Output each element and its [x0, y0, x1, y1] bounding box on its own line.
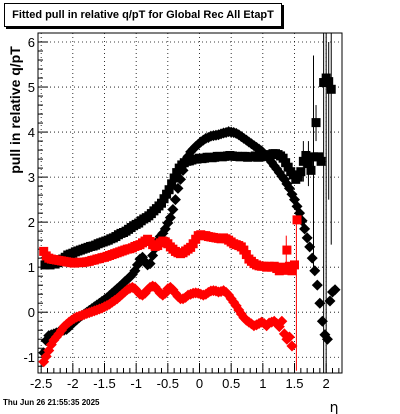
- data-point-diamond: [311, 279, 323, 291]
- data-point-square: [314, 152, 324, 162]
- data-point-diamond: [329, 284, 341, 296]
- data-point-diamond: [314, 297, 326, 309]
- data-point-square: [164, 185, 174, 195]
- data-point-square: [188, 239, 198, 249]
- x-tick-label: -2: [67, 376, 79, 391]
- data-point-diamond: [306, 252, 318, 264]
- data-point-square: [311, 118, 321, 128]
- y-axis-label: pull in relative q/pT: [7, 46, 23, 174]
- x-tick-label: -2.5: [30, 376, 52, 391]
- data-point-square: [283, 162, 293, 172]
- errorbar-layer: [285, 33, 332, 373]
- data-point-square: [278, 153, 288, 163]
- data-point-diamond: [175, 173, 186, 185]
- y-tick-label: 2: [28, 215, 35, 230]
- data-point-diamond: [144, 258, 156, 270]
- data-point-diamond: [164, 212, 176, 224]
- data-point-square: [241, 250, 251, 260]
- data-point-square: [169, 173, 179, 183]
- x-axis-label: η: [330, 400, 339, 414]
- data-point-square: [159, 194, 169, 204]
- data-point-square: [290, 260, 299, 270]
- data-point-square: [282, 245, 292, 255]
- data-point-square: [292, 215, 302, 225]
- x-tick-label: 0.5: [222, 376, 240, 391]
- data-point-square: [157, 198, 166, 208]
- data-point-square: [162, 189, 172, 199]
- data-point-square: [293, 172, 303, 182]
- data-point-diamond: [324, 295, 336, 307]
- data-point-diamond: [169, 194, 181, 206]
- data-point-square: [296, 167, 306, 177]
- data-point-diamond: [301, 232, 313, 244]
- data-point-square: [279, 265, 289, 275]
- data-point-square: [172, 168, 182, 178]
- x-tick-label: 0: [196, 376, 203, 391]
- data-point-square: [309, 152, 318, 162]
- ticks-layer: -2.5 -2 -1.5 -1 -0.5 0 0.5 1 1.5 2 -1 0 1 2 3 4 5 6: [23, 32, 340, 391]
- data-point-square: [288, 170, 298, 180]
- data-point-square: [303, 159, 313, 169]
- data-point-diamond: [321, 333, 333, 345]
- data-point-square: [326, 84, 336, 94]
- data-point-diamond: [299, 223, 311, 235]
- data-point-square: [301, 150, 311, 160]
- data-point-diamond: [283, 331, 295, 343]
- data-point-square: [281, 158, 291, 168]
- x-tick-label: -1.5: [93, 376, 115, 391]
- points-layer: [38, 73, 341, 368]
- data-point-diamond: [172, 182, 184, 194]
- chart-title-box: Fitted pull in relative q/pT for Global …: [4, 3, 282, 27]
- x-tick-label: 1: [259, 376, 266, 391]
- y-tick-label: 6: [28, 35, 35, 50]
- data-point-diamond: [286, 340, 298, 352]
- data-point-square: [287, 266, 297, 276]
- y-tick-label: -1: [23, 350, 35, 365]
- data-point-diamond: [316, 315, 328, 327]
- data-point-diamond: [276, 315, 288, 327]
- data-point-diamond: [309, 265, 321, 277]
- data-point-square: [324, 77, 334, 87]
- data-point-square: [39, 246, 49, 256]
- data-point-square: [298, 156, 308, 166]
- chart-title: Fitted pull in relative q/pT for Global …: [12, 9, 274, 21]
- data-point-square: [284, 261, 294, 271]
- y-tick-label: 5: [28, 80, 35, 95]
- data-point-square: [306, 165, 316, 175]
- data-point-square: [316, 156, 326, 166]
- x-tick-label: -0.5: [157, 376, 179, 391]
- y-tick-label: 0: [28, 305, 35, 320]
- x-tick-label: 2: [323, 376, 330, 391]
- timestamp-footer: Thu Jun 26 21:55:35 2025: [3, 398, 100, 407]
- data-point-diamond: [167, 204, 179, 216]
- y-tick-label: 4: [28, 125, 35, 140]
- x-tick-label: 1.5: [285, 376, 303, 391]
- data-point-square: [167, 179, 177, 189]
- data-point-square: [319, 78, 329, 88]
- data-point-square: [239, 245, 249, 255]
- y-tick-label: 1: [28, 260, 35, 275]
- y-tick-label: 3: [28, 170, 35, 185]
- data-point-diamond: [304, 241, 316, 253]
- x-tick-label: -1: [130, 376, 142, 391]
- grid-layer: [38, 33, 342, 373]
